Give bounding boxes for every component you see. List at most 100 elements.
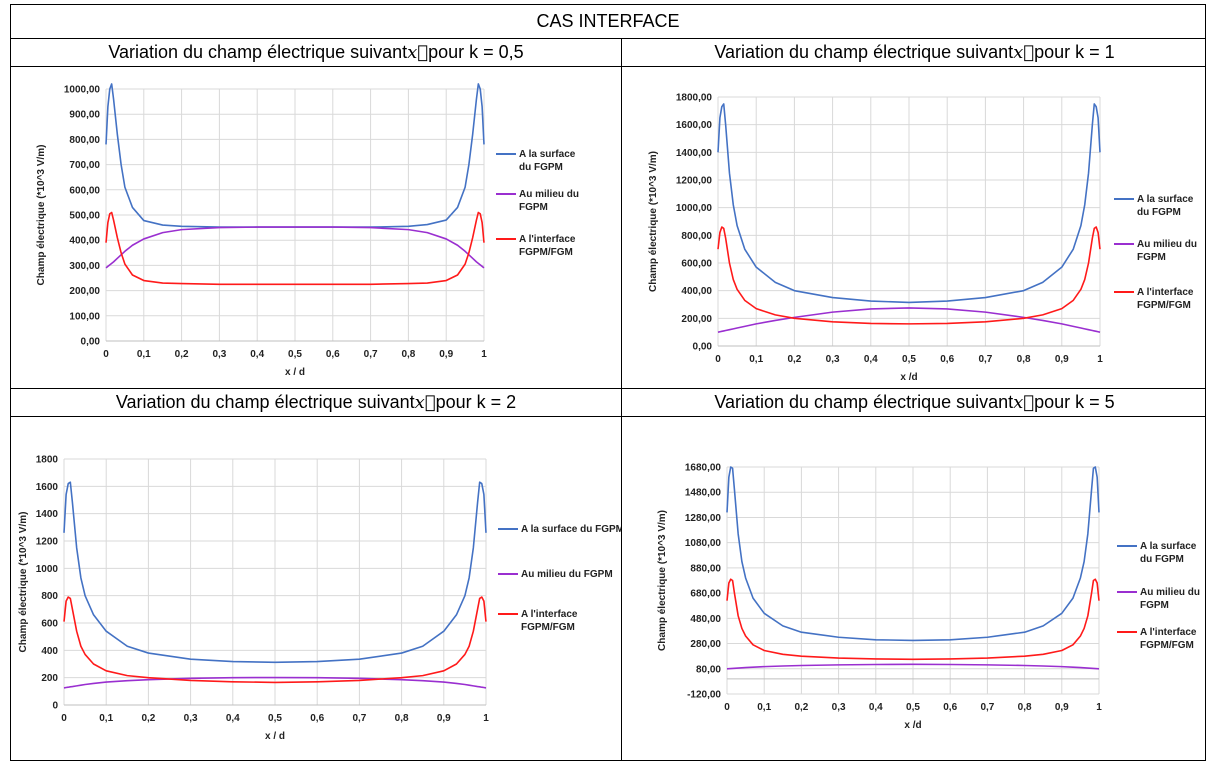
- y-axis-label: Champ électrique (*10^3 V/m): [657, 510, 668, 651]
- vector-symbol: x⃗: [407, 41, 429, 63]
- title-text: Variation du champ électrique suivant: [115, 391, 415, 412]
- chart-k5: 0 0,1 0,2 0,3 0,4 0,5 0,6 0,7 0,8 0,9 1 -120,00 80,0…: [657, 463, 1200, 732]
- title-text: pour k = 0,5: [428, 41, 524, 62]
- y-tick-label: 500,00: [69, 211, 100, 222]
- legend-label: Au milieu du: [519, 189, 579, 200]
- series-line-milieu: [63, 676, 487, 689]
- x-tick-label: 0,2: [175, 349, 189, 360]
- title-text: Variation du champ électrique suivant: [714, 41, 1014, 62]
- y-tick-label: 800,00: [681, 231, 712, 242]
- x-tick-label: 0,9: [439, 349, 453, 360]
- y-tick-label: 1480,00: [685, 488, 722, 499]
- y-tick-label: 600,00: [69, 185, 100, 196]
- y-tick-label: 1680,00: [685, 463, 722, 474]
- x-tick-label: 0,8: [1018, 702, 1032, 713]
- results-table: CAS INTERFACE Variation du champ électri…: [10, 4, 1206, 761]
- legend-label: Au milieu du: [1137, 239, 1197, 250]
- y-tick-label: 480,00: [690, 614, 721, 625]
- y-tick-label: 200,00: [69, 286, 100, 297]
- y-tick-label: 800: [41, 591, 58, 602]
- legend-label: A l'interface: [519, 234, 576, 245]
- y-tick-label: 1800: [36, 455, 59, 466]
- panel-title-k1: Variation du champ électrique suivant x⃗…: [622, 38, 1207, 66]
- x-tick-label: 0,3: [184, 713, 198, 724]
- y-axis-label: Champ électrique (*10^3 V/m): [36, 145, 47, 286]
- y-axis-label: Champ électrique (*10^3 V/m): [648, 151, 659, 292]
- legend-label: FGPM/FGM: [521, 622, 575, 633]
- y-tick-label: 400,00: [681, 286, 712, 297]
- series-line-surface: [63, 481, 487, 664]
- panel-title-k05: Variation du champ électrique suivant x⃗…: [11, 38, 621, 66]
- x-tick-label: 0,1: [757, 702, 771, 713]
- y-tick-label: 0,00: [693, 342, 713, 353]
- legend-label: FGPM: [1140, 600, 1169, 611]
- x-tick-label: 0,3: [832, 702, 846, 713]
- series-line-interface: [717, 226, 1101, 325]
- legend-label: Au milieu du: [1140, 587, 1200, 598]
- x-tick-label: 0,6: [940, 354, 954, 365]
- y-tick-label: 400: [41, 646, 58, 657]
- panel-title-k5: Variation du champ électrique suivant x⃗…: [622, 388, 1207, 416]
- series-line-surface: [726, 466, 1100, 642]
- x-tick-label: 0,4: [869, 702, 883, 713]
- y-tick-label: 100,00: [69, 311, 100, 322]
- y-tick-label: 300,00: [69, 261, 100, 272]
- x-tick-label: 1: [481, 349, 487, 360]
- series-line-surface: [717, 103, 1101, 304]
- vector-symbol: x⃗: [1013, 41, 1035, 63]
- chart-k05: 0 0,1 0,2 0,3 0,4 0,5 0,6 0,7 0,8 0,9 1 0,00 100,00 2…: [36, 83, 579, 378]
- y-axis-label: Champ électrique (*10^3 V/m): [18, 512, 29, 653]
- x-tick-label: 0,1: [749, 354, 763, 365]
- x-tick-label: 0,9: [437, 713, 451, 724]
- x-tick-label: 0,5: [906, 702, 920, 713]
- series-line-milieu: [717, 307, 1101, 333]
- legend-label: A l'interface: [521, 609, 578, 620]
- legend-label: A la surface: [519, 149, 576, 160]
- legend-label: du FGPM: [1137, 207, 1181, 218]
- x-tick-label: 0,5: [288, 349, 302, 360]
- legend-label: du FGPM: [519, 162, 563, 173]
- x-tick-label: 0,4: [864, 354, 878, 365]
- y-tick-label: 600: [41, 619, 58, 630]
- series-line-interface: [63, 596, 487, 684]
- x-tick-label: 0,8: [401, 349, 415, 360]
- divider: [11, 388, 1205, 389]
- series-line-interface: [726, 578, 1100, 661]
- y-tick-label: 900,00: [69, 110, 100, 121]
- title-text: pour k = 5: [1034, 391, 1115, 412]
- x-tick-label: 0: [103, 349, 109, 360]
- x-tick-label: 0,6: [326, 349, 340, 360]
- y-tick-label: 1000: [36, 564, 59, 575]
- x-tick-label: 0,6: [310, 713, 324, 724]
- y-tick-label: 880,00: [690, 563, 721, 574]
- table-title: CAS INTERFACE: [536, 11, 680, 31]
- x-tick-label: 0,5: [268, 713, 282, 724]
- x-tick-label: 0,6: [943, 702, 957, 713]
- vector-symbol: x⃗: [414, 391, 436, 413]
- y-tick-label: 1200,00: [676, 176, 713, 187]
- title-text: pour k = 1: [1034, 41, 1115, 62]
- y-tick-label: 1200: [36, 537, 59, 548]
- x-tick-label: 0,4: [226, 713, 240, 724]
- x-tick-label: 0: [724, 702, 730, 713]
- legend-label: du FGPM: [1140, 554, 1184, 565]
- y-tick-label: 280,00: [690, 639, 721, 650]
- y-tick-label: 800,00: [69, 135, 100, 146]
- legend-label: FGPM/FGM: [519, 247, 573, 258]
- x-tick-label: 0,9: [1055, 702, 1069, 713]
- divider: [11, 416, 1205, 417]
- legend-label: A la surface: [1140, 541, 1197, 552]
- y-tick-label: 0: [52, 701, 58, 712]
- y-tick-label: 680,00: [690, 589, 721, 600]
- x-axis-label: x /d: [904, 720, 921, 731]
- legend-label: FGPM: [1137, 252, 1166, 263]
- divider: [621, 38, 622, 761]
- y-tick-label: 0,00: [81, 337, 101, 348]
- x-tick-label: 0,7: [980, 702, 994, 713]
- x-tick-label: 0,2: [787, 354, 801, 365]
- x-axis-label: x / d: [285, 367, 305, 378]
- y-tick-label: 400,00: [69, 236, 100, 247]
- x-tick-label: 1: [1096, 702, 1102, 713]
- legend-label: FGPM: [519, 202, 548, 213]
- x-tick-label: 0,3: [826, 354, 840, 365]
